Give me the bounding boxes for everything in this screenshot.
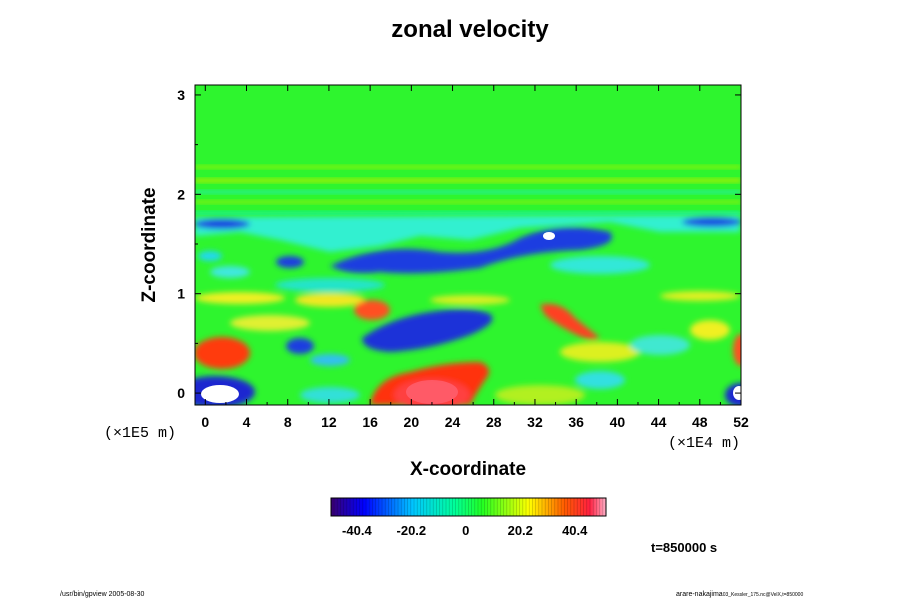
- y-scale-label: (×1E5 m): [104, 425, 177, 442]
- x-ticks: 0 4 8 12 16 20 24 28 32 36 40 44 48 52: [201, 85, 749, 430]
- y-tick-label: 2: [177, 186, 185, 202]
- footer-left: /usr/bin/gpview 2005-08-30: [60, 591, 145, 598]
- y-tick-label: 1: [177, 286, 185, 302]
- x-tick-label: 36: [568, 414, 584, 430]
- colorbar: [331, 498, 606, 516]
- heatmap-field: [195, 85, 741, 405]
- x-tick-label: 16: [362, 414, 378, 430]
- x-tick-label: 4: [243, 414, 251, 430]
- x-tick-label: 8: [284, 414, 292, 430]
- y-tick-label: 0: [177, 385, 185, 401]
- footer-right: arare-nakajima03_Kessler_175.nc@VelX,t=8…: [676, 591, 803, 598]
- colorbar-ticks: -40.4 -20.2 0 20.2 40.4: [342, 523, 588, 538]
- x-tick-label: 40: [610, 414, 626, 430]
- x-axis-label: X-coordinate: [409, 459, 527, 480]
- y-axis-label: Z-coordinate: [139, 187, 160, 303]
- footer-right-main: arare-nakajima: [676, 591, 723, 598]
- plot-frame: [194, 84, 742, 406]
- x-scale-label: (×1E4 m): [668, 435, 741, 452]
- footer-right-small: 03_Kessler_175.nc@VelX,t=850000: [722, 592, 804, 598]
- colorbar-stripes: [333, 498, 604, 516]
- colorbar-tick-label: 40.4: [562, 523, 588, 538]
- x-tick-label: 20: [404, 414, 420, 430]
- colorbar-tick-label: 20.2: [508, 523, 533, 538]
- colorbar-tick-label: -40.4: [342, 523, 372, 538]
- x-tick-label: 0: [201, 414, 209, 430]
- x-tick-label: 52: [733, 414, 749, 430]
- time-label: t=850000 s: [651, 540, 718, 555]
- y-ticks: 0 1 2 3: [177, 87, 741, 401]
- y-tick-label: 3: [177, 87, 185, 103]
- x-tick-label: 32: [527, 414, 543, 430]
- x-tick-label: 44: [651, 414, 667, 430]
- colorbar-tick-label: -20.2: [397, 523, 427, 538]
- colorbar-tick-label: 0: [462, 523, 469, 538]
- chart-title: zonal velocity: [391, 16, 549, 43]
- x-tick-label: 12: [321, 414, 337, 430]
- x-tick-label: 28: [486, 414, 502, 430]
- x-tick-label: 24: [445, 414, 461, 430]
- x-tick-label: 48: [692, 414, 708, 430]
